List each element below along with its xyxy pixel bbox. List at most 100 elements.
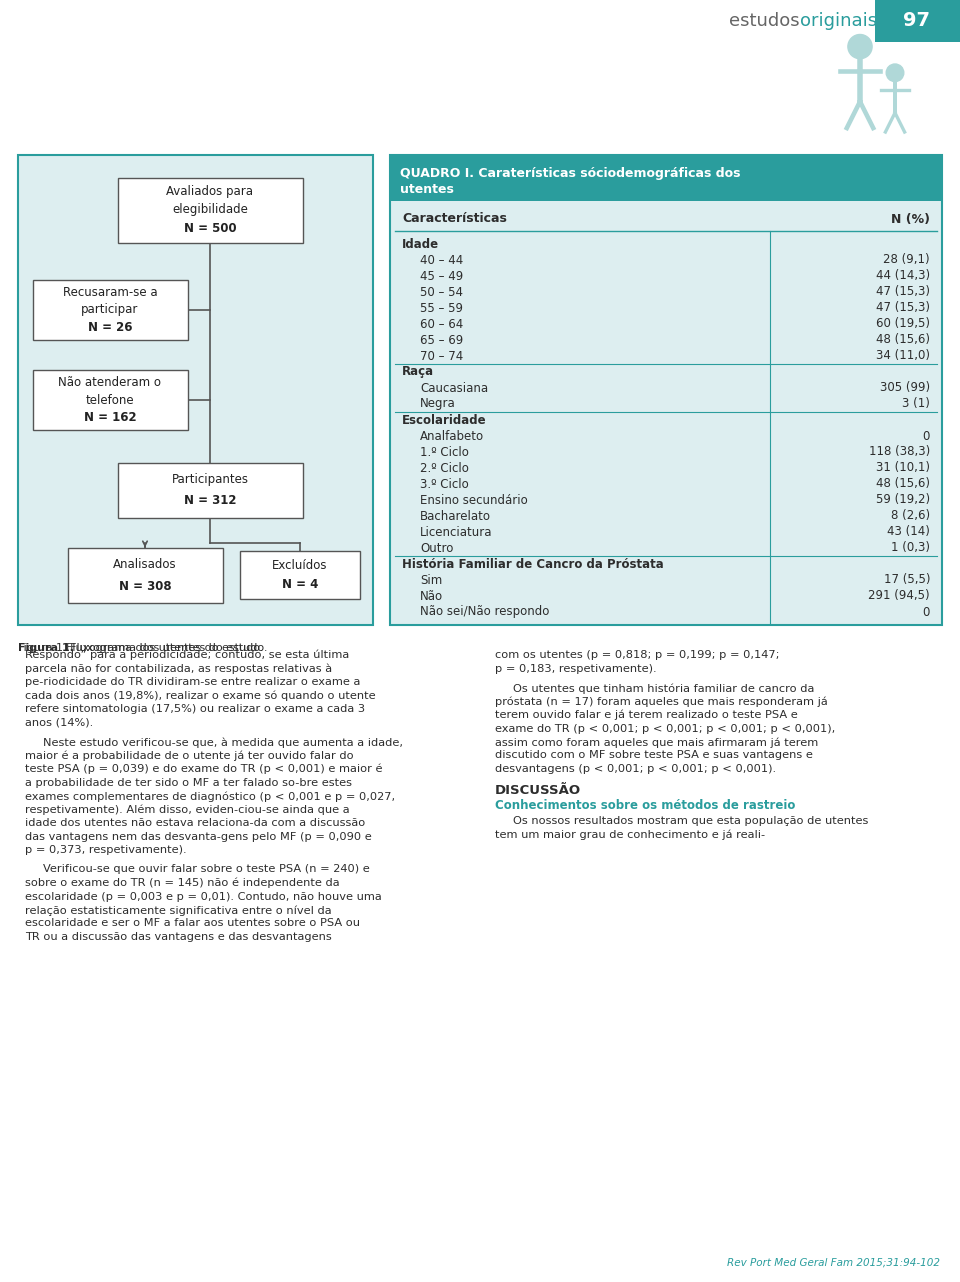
Text: N = 26: N = 26 bbox=[87, 320, 132, 333]
Text: anos (14%).: anos (14%). bbox=[25, 718, 93, 727]
Text: N (%): N (%) bbox=[891, 213, 930, 226]
Text: 1.º Ciclo: 1.º Ciclo bbox=[420, 446, 468, 459]
Text: 31 (10,1): 31 (10,1) bbox=[876, 462, 930, 474]
Text: refere sintomatologia (17,5%) ou realizar o exame a cada 3: refere sintomatologia (17,5%) ou realiza… bbox=[25, 704, 365, 714]
Text: Caucasiana: Caucasiana bbox=[420, 382, 488, 395]
Text: relação estatisticamente significativa entre o nível da: relação estatisticamente significativa e… bbox=[25, 905, 331, 915]
Text: Participantes: Participantes bbox=[172, 473, 249, 486]
Text: 118 (38,3): 118 (38,3) bbox=[869, 446, 930, 459]
Text: Idade: Idade bbox=[402, 237, 439, 250]
Text: Não atenderam o: Não atenderam o bbox=[59, 377, 161, 390]
Text: Analisados: Analisados bbox=[113, 558, 177, 570]
Text: 70 – 74: 70 – 74 bbox=[420, 350, 464, 363]
Bar bbox=[33, 279, 187, 340]
Text: 50 – 54: 50 – 54 bbox=[420, 286, 463, 299]
Text: Escolaridade: Escolaridade bbox=[402, 414, 487, 427]
Text: discutido com o MF sobre teste PSA e suas vantagens e: discutido com o MF sobre teste PSA e sua… bbox=[495, 750, 813, 760]
Text: Ensino secundário: Ensino secundário bbox=[420, 494, 528, 506]
Text: maior é a probabilidade de o utente já ter ouvido falar do: maior é a probabilidade de o utente já t… bbox=[25, 750, 353, 762]
Text: p = 0,183, respetivamente).: p = 0,183, respetivamente). bbox=[495, 664, 657, 673]
Text: idade dos utentes não estava relaciona-da com a discussão: idade dos utentes não estava relaciona-d… bbox=[25, 818, 365, 828]
Text: escolaridade e ser o MF a falar aos utentes sobre o PSA ou: escolaridade e ser o MF a falar aos uten… bbox=[25, 918, 360, 928]
Text: 1 (0,3): 1 (0,3) bbox=[891, 541, 930, 555]
Text: 0: 0 bbox=[923, 605, 930, 618]
Text: a probabilidade de ter sido o MF a ter falado so-bre estes: a probabilidade de ter sido o MF a ter f… bbox=[25, 777, 352, 787]
Text: Negra: Negra bbox=[420, 397, 456, 410]
Text: Neste estudo verificou-se que, à medida que aumenta a idade,: Neste estudo verificou-se que, à medida … bbox=[43, 737, 403, 747]
Text: 59 (19,2): 59 (19,2) bbox=[876, 494, 930, 506]
Text: Não: Não bbox=[420, 590, 444, 603]
Text: 3 (1): 3 (1) bbox=[902, 397, 930, 410]
Text: utentes: utentes bbox=[400, 183, 454, 196]
Text: 47 (15,3): 47 (15,3) bbox=[876, 301, 930, 314]
Bar bbox=[390, 155, 942, 626]
Text: 97: 97 bbox=[903, 12, 930, 31]
Text: 48 (15,6): 48 (15,6) bbox=[876, 477, 930, 491]
Text: Analfabeto: Analfabeto bbox=[420, 429, 484, 442]
Text: Fluxograma dos utentes do estudo.: Fluxograma dos utentes do estudo. bbox=[66, 644, 263, 653]
Text: 305 (99): 305 (99) bbox=[880, 382, 930, 395]
Text: Respondo” para a periodicidade; contudo, se esta última: Respondo” para a periodicidade; contudo,… bbox=[25, 650, 349, 660]
Text: 0: 0 bbox=[923, 429, 930, 442]
Text: 34 (11,0): 34 (11,0) bbox=[876, 350, 930, 363]
Text: Os utentes que tinham história familiar de cancro da: Os utentes que tinham história familiar … bbox=[513, 683, 814, 694]
Text: tem um maior grau de conhecimento e já reali-: tem um maior grau de conhecimento e já r… bbox=[495, 829, 765, 841]
Text: originais: originais bbox=[800, 12, 877, 29]
Text: Bacharelato: Bacharelato bbox=[420, 509, 491, 523]
Text: assim como foram aqueles que mais afirmaram já terem: assim como foram aqueles que mais afirma… bbox=[495, 737, 818, 747]
Bar bbox=[18, 155, 373, 626]
Text: respetivamente). Além disso, eviden-ciou-se ainda que a: respetivamente). Além disso, eviden-ciou… bbox=[25, 805, 349, 815]
Text: próstata (n = 17) foram aqueles que mais responderam já: próstata (n = 17) foram aqueles que mais… bbox=[495, 696, 828, 706]
Text: parcela não for contabilizada, as respostas relativas à: parcela não for contabilizada, as respos… bbox=[25, 664, 332, 674]
Text: 48 (15,6): 48 (15,6) bbox=[876, 333, 930, 346]
Bar bbox=[390, 155, 942, 201]
Circle shape bbox=[848, 35, 872, 59]
Text: Figura 1. Fluxograma dos utentes do estudo.: Figura 1. Fluxograma dos utentes do estu… bbox=[18, 644, 268, 653]
Text: Os nossos resultados mostram que esta população de utentes: Os nossos resultados mostram que esta po… bbox=[513, 817, 869, 827]
Text: QUADRO I. Caraterísticas sóciodemográficas dos: QUADRO I. Caraterísticas sóciodemográfic… bbox=[400, 167, 740, 179]
Text: das vantagens nem das desvanta-gens pelo MF (p = 0,090 e: das vantagens nem das desvanta-gens pelo… bbox=[25, 832, 372, 841]
Text: participar: participar bbox=[82, 304, 138, 317]
Text: História Familiar de Cancro da Próstata: História Familiar de Cancro da Próstata bbox=[402, 558, 663, 570]
Text: Rev Port Med Geral Fam 2015;31:94-102: Rev Port Med Geral Fam 2015;31:94-102 bbox=[727, 1258, 940, 1268]
Text: Verificou-se que ouvir falar sobre o teste PSA (n = 240) e: Verificou-se que ouvir falar sobre o tes… bbox=[43, 864, 370, 874]
Bar bbox=[875, 0, 960, 42]
Text: teste PSA (p = 0,039) e do exame do TR (p < 0,001) e maior é: teste PSA (p = 0,039) e do exame do TR (… bbox=[25, 764, 382, 774]
Circle shape bbox=[886, 64, 903, 82]
Text: Licenciatura: Licenciatura bbox=[420, 526, 492, 538]
Bar bbox=[117, 177, 302, 242]
Text: 60 (19,5): 60 (19,5) bbox=[876, 318, 930, 331]
Text: Raça: Raça bbox=[402, 365, 434, 378]
Text: sobre o exame do TR (n = 145) não é independente da: sobre o exame do TR (n = 145) não é inde… bbox=[25, 878, 340, 888]
Text: Conhecimentos sobre os métodos de rastreio: Conhecimentos sobre os métodos de rastre… bbox=[495, 799, 796, 812]
Text: 44 (14,3): 44 (14,3) bbox=[876, 269, 930, 282]
Text: Não sei/Não respondo: Não sei/Não respondo bbox=[420, 605, 549, 618]
Text: elegibilidade: elegibilidade bbox=[172, 204, 248, 217]
Text: DISCUSSÃO: DISCUSSÃO bbox=[495, 783, 581, 796]
Text: N = 308: N = 308 bbox=[119, 579, 171, 592]
Text: 45 – 49: 45 – 49 bbox=[420, 269, 464, 282]
Text: 3.º Ciclo: 3.º Ciclo bbox=[420, 477, 468, 491]
Text: 43 (14): 43 (14) bbox=[887, 526, 930, 538]
Bar bbox=[117, 463, 302, 518]
Text: pe-riodicidade do TR dividiram-se entre realizar o exame a: pe-riodicidade do TR dividiram-se entre … bbox=[25, 677, 360, 687]
Text: Características: Características bbox=[402, 213, 507, 226]
Text: 2.º Ciclo: 2.º Ciclo bbox=[420, 462, 468, 474]
Text: 47 (15,3): 47 (15,3) bbox=[876, 286, 930, 299]
Text: exames complementares de diagnóstico (p < 0,001 e p = 0,027,: exames complementares de diagnóstico (p … bbox=[25, 791, 396, 801]
Text: 55 – 59: 55 – 59 bbox=[420, 301, 463, 314]
Text: com os utentes (p = 0,818; p = 0,199; p = 0,147;: com os utentes (p = 0,818; p = 0,199; p … bbox=[495, 650, 780, 660]
Text: 65 – 69: 65 – 69 bbox=[420, 333, 464, 346]
Text: desvantagens (p < 0,001; p < 0,001; p < 0,001).: desvantagens (p < 0,001; p < 0,001; p < … bbox=[495, 764, 776, 774]
Text: 17 (5,5): 17 (5,5) bbox=[883, 573, 930, 586]
Text: 28 (9,1): 28 (9,1) bbox=[883, 254, 930, 267]
Text: Recusaram-se a: Recusaram-se a bbox=[62, 286, 157, 300]
Text: terem ouvido falar e já terem realizado o teste PSA e: terem ouvido falar e já terem realizado … bbox=[495, 710, 798, 720]
Text: p = 0,373, respetivamente).: p = 0,373, respetivamente). bbox=[25, 845, 186, 855]
Text: cada dois anos (19,8%), realizar o exame só quando o utente: cada dois anos (19,8%), realizar o exame… bbox=[25, 691, 375, 701]
Text: Excluídos: Excluídos bbox=[273, 559, 327, 572]
Bar bbox=[33, 370, 187, 429]
Text: N = 312: N = 312 bbox=[183, 495, 236, 508]
Text: Avaliados para: Avaliados para bbox=[166, 185, 253, 197]
Text: Figura 1.: Figura 1. bbox=[18, 644, 78, 653]
